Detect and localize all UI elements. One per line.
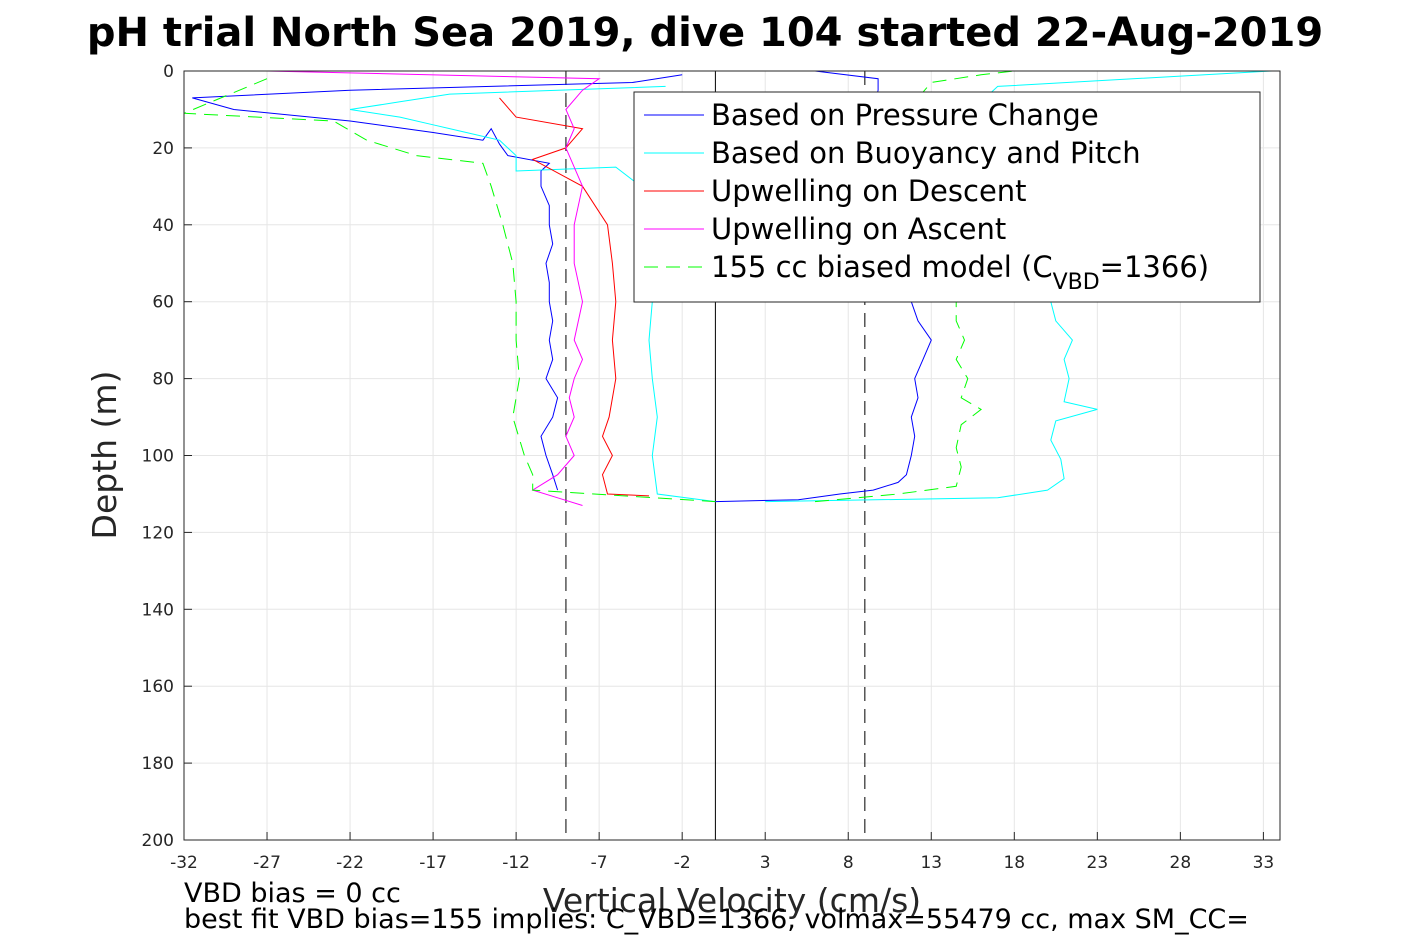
- y-tick-label: 100: [142, 447, 174, 467]
- y-tick-label: 200: [142, 831, 174, 851]
- x-tick-label: -27: [253, 853, 281, 873]
- y-tick-label: 60: [152, 293, 174, 313]
- y-tick-label: 180: [142, 754, 174, 774]
- legend-label: Based on Pressure Change: [711, 98, 1099, 132]
- x-tick-label: 8: [843, 853, 854, 873]
- x-tick-label: -7: [591, 853, 608, 873]
- x-tick-label: -2: [674, 853, 691, 873]
- y-tick-label: 40: [152, 216, 174, 236]
- legend-label-tail: =1366): [1100, 250, 1209, 284]
- legend-label-main: 155 cc biased model (C: [711, 250, 1053, 284]
- legend-label: Upwelling on Descent: [711, 174, 1027, 208]
- x-tick-label: -22: [336, 853, 364, 873]
- y-tick-label: 20: [152, 139, 174, 159]
- x-tick-label: 23: [1087, 853, 1109, 873]
- footer-line-2: best fit VBD bias=155 implies: C_VBD=136…: [184, 904, 1249, 935]
- x-tick-label: -17: [419, 853, 447, 873]
- y-axis-label: Depth (m): [85, 371, 124, 540]
- legend-label: Based on Buoyancy and Pitch: [711, 136, 1141, 170]
- y-tick-label: 140: [142, 600, 174, 620]
- y-tick-label: 0: [163, 62, 174, 82]
- legend-label: Upwelling on Ascent: [711, 212, 1006, 246]
- legend-box: [633, 91, 1261, 303]
- x-tick-label: 28: [1170, 853, 1192, 873]
- footer-line-1: VBD bias = 0 cc: [184, 878, 401, 909]
- y-tick-labels: 0 20 40 60 80 100 120 140 160 180 200: [142, 62, 192, 851]
- legend: Based on Pressure Change Based on Buoyanc…: [633, 91, 1261, 303]
- chart-title: pH trial North Sea 2019, dive 104 starte…: [87, 10, 1323, 56]
- x-tick-label: 13: [920, 853, 942, 873]
- y-tick-label: 120: [142, 523, 174, 543]
- series-line: [350, 85, 716, 503]
- series-line: [183, 78, 716, 503]
- x-tick-label: -12: [502, 853, 530, 873]
- legend-label-subscript: VBD: [1053, 270, 1100, 295]
- series-line: [499, 97, 650, 497]
- series-line: [192, 74, 683, 491]
- y-tick-label: 160: [142, 677, 174, 697]
- x-tick-label: -32: [170, 853, 198, 873]
- x-tick-label: 33: [1253, 853, 1275, 873]
- x-tick-labels: -32 -27 -22 -17 -12 -7 -2 3 8 13 18 23 28 33: [170, 832, 1274, 873]
- x-axis-label: Vertical Velocity (cm/s): [543, 881, 921, 920]
- legend-label: 155 cc biased model (CVBD=1366): [711, 250, 1209, 295]
- series-line: [266, 70, 601, 506]
- x-tick-label: 3: [760, 853, 771, 873]
- x-tick-label: 18: [1003, 853, 1025, 873]
- y-tick-label: 80: [152, 370, 174, 390]
